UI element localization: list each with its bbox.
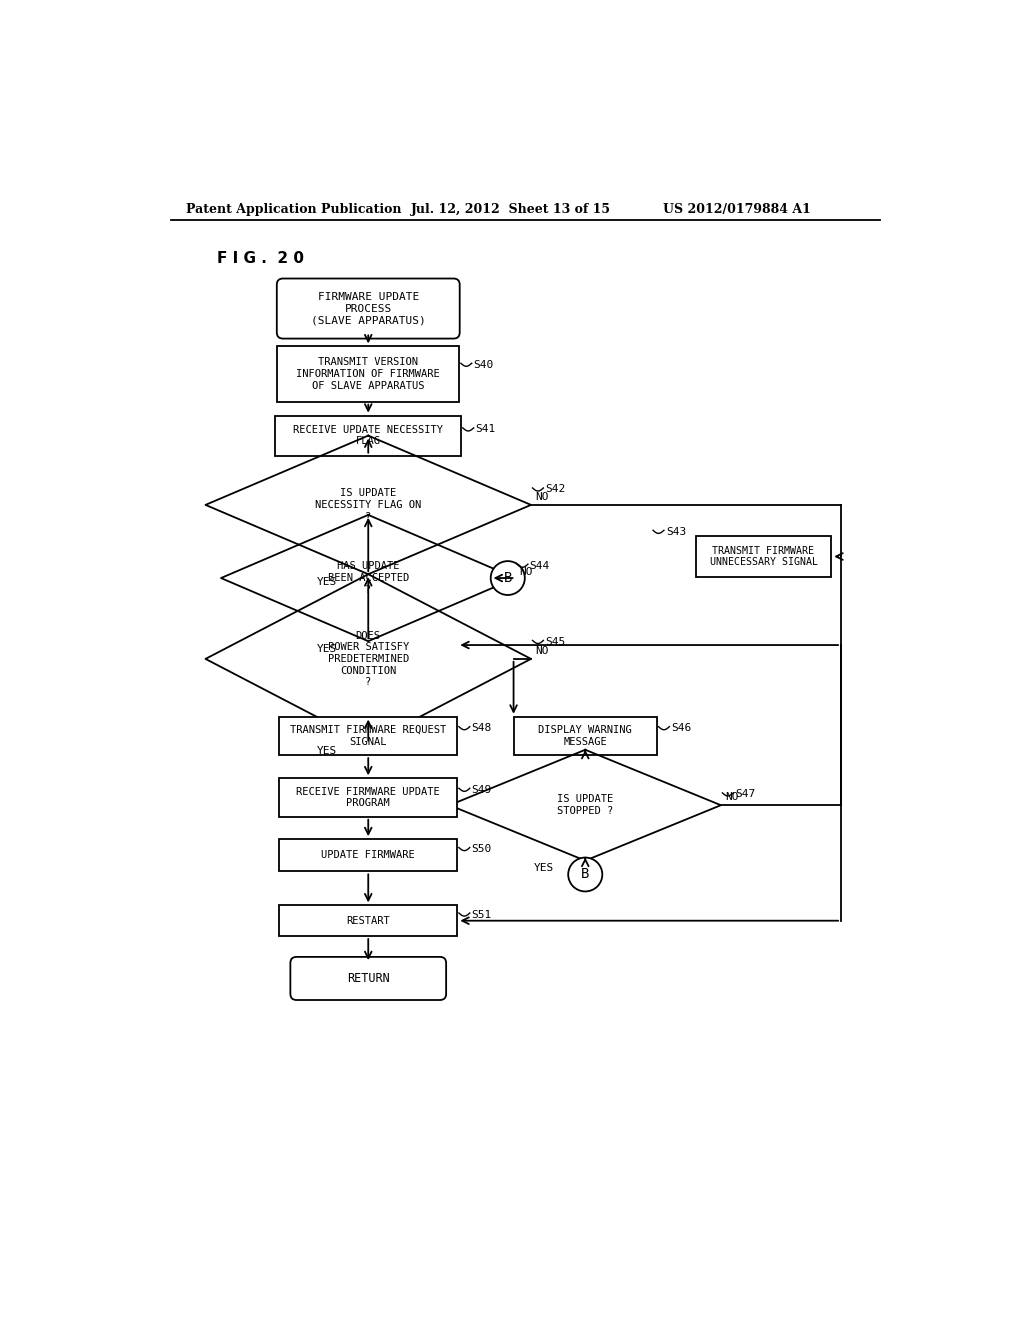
Text: TRANSMIT VERSION
INFORMATION OF FIRMWARE
OF SLAVE APPARATUS: TRANSMIT VERSION INFORMATION OF FIRMWARE… — [296, 358, 440, 391]
Text: TRANSMIT FIRMWARE
UNNECESSARY SIGNAL: TRANSMIT FIRMWARE UNNECESSARY SIGNAL — [710, 545, 817, 568]
Text: YES: YES — [317, 644, 337, 653]
Text: S47: S47 — [735, 789, 755, 800]
Text: YES: YES — [317, 577, 337, 587]
Text: RETURN: RETURN — [347, 972, 389, 985]
Text: RESTART: RESTART — [346, 916, 390, 925]
Text: US 2012/0179884 A1: US 2012/0179884 A1 — [663, 203, 811, 216]
FancyBboxPatch shape — [291, 957, 446, 1001]
Text: S44: S44 — [529, 561, 550, 570]
Text: F I G .  2 0: F I G . 2 0 — [217, 251, 304, 265]
Text: YES: YES — [534, 863, 554, 874]
Text: S49: S49 — [471, 785, 492, 795]
Text: YES: YES — [317, 746, 337, 756]
Polygon shape — [206, 436, 531, 574]
Text: NO: NO — [725, 792, 738, 803]
Text: DOES
POWER SATISFY
PREDETERMINED
CONDITION
?: DOES POWER SATISFY PREDETERMINED CONDITI… — [328, 631, 409, 688]
Text: NO: NO — [535, 647, 549, 656]
Polygon shape — [450, 750, 721, 861]
Text: S42: S42 — [545, 484, 565, 495]
Text: S43: S43 — [667, 527, 686, 537]
Text: IS UPDATE
NECESSITY FLAG ON
?: IS UPDATE NECESSITY FLAG ON ? — [315, 488, 421, 521]
Bar — [280, 717, 458, 755]
Text: DISPLAY WARNING
MESSAGE: DISPLAY WARNING MESSAGE — [539, 725, 632, 747]
Text: NO: NO — [535, 492, 549, 502]
Polygon shape — [206, 574, 531, 743]
Text: IS UPDATE
STOPPED ?: IS UPDATE STOPPED ? — [557, 795, 613, 816]
Bar — [280, 779, 458, 817]
Text: S40: S40 — [473, 360, 494, 370]
Bar — [695, 536, 831, 577]
Text: UPDATE FIRMWARE: UPDATE FIRMWARE — [322, 850, 415, 861]
Text: S41: S41 — [475, 425, 496, 434]
Circle shape — [490, 561, 524, 595]
Text: S48: S48 — [471, 723, 492, 733]
Text: B: B — [504, 572, 512, 585]
Text: S50: S50 — [471, 843, 492, 854]
Bar — [275, 416, 461, 455]
Text: TRANSMIT FIRMWARE REQUEST
SIGNAL: TRANSMIT FIRMWARE REQUEST SIGNAL — [290, 725, 446, 747]
Text: Patent Application Publication: Patent Application Publication — [186, 203, 401, 216]
Text: S46: S46 — [671, 723, 691, 733]
Text: HAS UPDATE
BEEN ACCEPTED
?: HAS UPDATE BEEN ACCEPTED ? — [328, 561, 409, 594]
Bar — [514, 717, 657, 755]
Text: S45: S45 — [545, 638, 565, 647]
Bar — [280, 840, 458, 871]
Text: FIRMWARE UPDATE
PROCESS
(SLAVE APPARATUS): FIRMWARE UPDATE PROCESS (SLAVE APPARATUS… — [311, 292, 426, 325]
Polygon shape — [221, 515, 515, 642]
Text: Jul. 12, 2012  Sheet 13 of 15: Jul. 12, 2012 Sheet 13 of 15 — [411, 203, 611, 216]
Text: NO: NO — [519, 566, 532, 577]
FancyBboxPatch shape — [276, 279, 460, 339]
Text: B: B — [581, 867, 590, 882]
Text: RECEIVE UPDATE NECESSITY
FLAG: RECEIVE UPDATE NECESSITY FLAG — [293, 425, 443, 446]
Text: RECEIVE FIRMWARE UPDATE
PROGRAM: RECEIVE FIRMWARE UPDATE PROGRAM — [296, 787, 440, 808]
Bar — [280, 906, 458, 936]
Text: S51: S51 — [471, 909, 492, 920]
Circle shape — [568, 858, 602, 891]
Bar — [278, 346, 460, 401]
